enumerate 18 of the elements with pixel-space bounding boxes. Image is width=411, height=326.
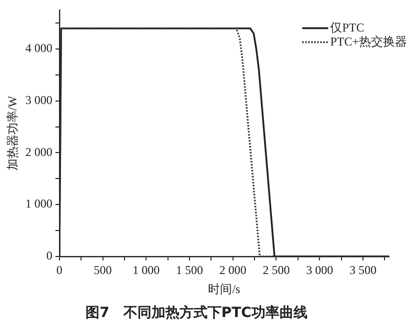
y-tick-label: 1 000 [25,196,52,211]
x-tick-label: 1 500 [176,262,204,277]
x-tick-label: 3 000 [306,262,334,277]
x-axis-title: 时间/s [208,282,241,296]
text: 图7 不同加热方式下PTC功率曲线 [86,304,308,322]
x-tick-label: 1 000 [132,262,160,277]
y-axis-title: 加热器功率/W [5,95,20,171]
y-tick-label: 0 [46,248,52,263]
x-tick-label: 0 [56,262,62,277]
y-tick-label: 3 000 [25,93,52,108]
x-tick-label: 2 500 [262,262,290,277]
x-tick-label: 500 [94,262,112,277]
y-tick-label: 2 000 [25,144,52,159]
x-tick-label: 3 500 [349,262,376,277]
legend-label: 仅PTC [330,20,364,34]
legend-label: PTC+热交换器 [330,34,408,48]
y-tick-label: 4 000 [25,41,52,56]
x-tick-label: 2 000 [219,262,246,277]
